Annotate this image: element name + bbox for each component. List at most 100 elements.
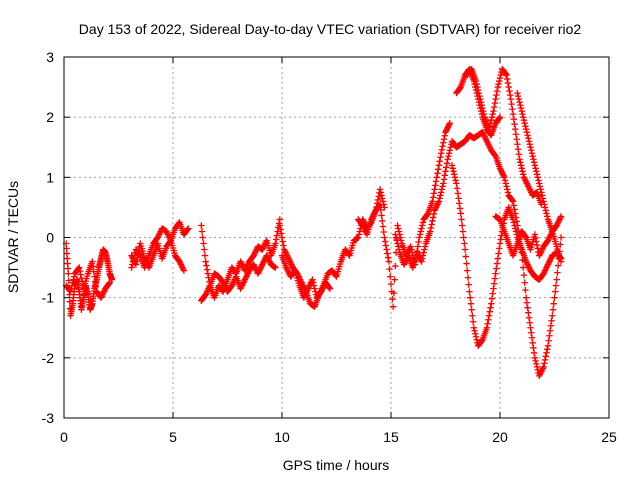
data-point-plus — [527, 324, 534, 331]
data-point-plus — [512, 131, 520, 138]
data-point-plus — [65, 277, 72, 284]
data-point-plus — [278, 234, 286, 241]
data-point-plus — [542, 207, 549, 214]
data-point-plus — [89, 258, 96, 265]
data-point-plus — [185, 225, 192, 232]
data-point-plus — [376, 201, 384, 208]
data-point-plus — [273, 232, 281, 239]
data-point-plus — [430, 210, 438, 218]
data-point-plus — [67, 288, 74, 295]
data-point-plus — [533, 363, 541, 371]
data-point-plus — [525, 135, 532, 142]
data-point-plus — [501, 177, 509, 184]
data-point-plus — [516, 98, 523, 106]
data-point-plus — [515, 151, 523, 158]
data-point-plus — [395, 246, 403, 253]
data-point-plus — [390, 289, 398, 297]
data-point-plus — [309, 276, 316, 283]
data-point-plus — [272, 264, 279, 271]
data-point-plus — [517, 240, 524, 247]
data-point-plus — [526, 319, 533, 326]
data-point-plus — [421, 243, 429, 250]
data-point-plus — [535, 177, 542, 184]
data-point-plus — [531, 162, 539, 169]
data-point-plus — [455, 195, 462, 202]
data-point-plus — [552, 288, 559, 295]
data-point-plus — [446, 119, 454, 127]
data-point-plus — [392, 231, 399, 238]
data-point-plus — [485, 312, 493, 319]
data-point-plus — [504, 79, 512, 87]
data-point-plus — [382, 242, 390, 249]
data-point-plus — [488, 116, 495, 124]
data-point-plus — [198, 222, 205, 229]
y-tick-label: 3 — [46, 49, 54, 65]
data-point-plus — [518, 249, 525, 256]
data-point-plus — [493, 265, 500, 272]
x-tick-label: 20 — [492, 429, 508, 445]
data-point-plus — [462, 253, 470, 260]
data-point-plus — [536, 180, 543, 187]
data-point-plus — [554, 269, 561, 276]
x-tick-label: 25 — [601, 429, 617, 445]
data-point-plus — [522, 294, 530, 301]
y-tick-label: -1 — [42, 290, 55, 306]
data-point-plus — [544, 213, 551, 220]
data-point-plus — [491, 275, 499, 282]
data-point-plus — [472, 86, 480, 94]
data-point-plus — [488, 113, 496, 121]
data-point-plus — [533, 360, 540, 368]
data-point-plus — [510, 202, 518, 209]
data-point-plus — [417, 228, 424, 235]
series-segment — [278, 252, 334, 301]
data-point-plus — [541, 204, 549, 211]
data-point-plus — [486, 308, 494, 315]
data-point-plus — [493, 260, 501, 267]
data-point-plus — [466, 288, 473, 295]
data-point-plus — [470, 77, 478, 85]
data-point-plus — [106, 279, 113, 286]
data-point-plus — [477, 104, 484, 112]
data-point-plus — [456, 200, 463, 207]
data-point-plus — [437, 150, 445, 157]
data-point-plus — [515, 231, 523, 238]
data-point-plus — [496, 77, 503, 85]
data-point-plus — [392, 234, 400, 241]
data-point-plus — [557, 234, 565, 241]
data-point-plus — [547, 322, 555, 329]
data-point-plus — [495, 250, 502, 257]
data-point-plus — [202, 258, 209, 265]
data-point-plus — [70, 273, 78, 280]
data-point-plus — [522, 286, 529, 294]
data-point-plus — [489, 110, 496, 118]
data-point-plus — [528, 147, 535, 154]
data-point-plus — [467, 300, 475, 307]
data-point-plus — [459, 222, 466, 229]
data-point-plus — [68, 285, 75, 292]
data-point-plus — [530, 159, 538, 166]
data-point-plus — [438, 186, 446, 193]
data-point-plus — [490, 103, 498, 111]
data-point-plus — [311, 285, 318, 292]
data-point-plus — [529, 339, 536, 346]
data-point-plus — [469, 318, 477, 325]
data-point-plus — [427, 224, 435, 232]
data-point-plus — [497, 236, 504, 243]
data-point-plus — [525, 138, 533, 145]
series-segment — [448, 162, 565, 349]
y-axis-title: SDTVAR / TECUs — [5, 181, 21, 293]
data-point-plus — [504, 189, 512, 196]
data-point-plus — [433, 174, 440, 181]
data-point-plus — [549, 306, 557, 313]
data-point-plus — [204, 270, 212, 277]
data-point-plus — [461, 246, 469, 253]
data-point-plus — [418, 258, 425, 265]
data-point-plus — [379, 217, 386, 225]
data-point-plus — [420, 249, 427, 256]
data-point-plus — [538, 189, 545, 196]
data-point-plus — [427, 228, 434, 235]
data-point-plus — [532, 357, 539, 365]
data-series — [62, 65, 565, 380]
data-point-plus — [276, 222, 284, 229]
series-segment — [62, 258, 113, 301]
